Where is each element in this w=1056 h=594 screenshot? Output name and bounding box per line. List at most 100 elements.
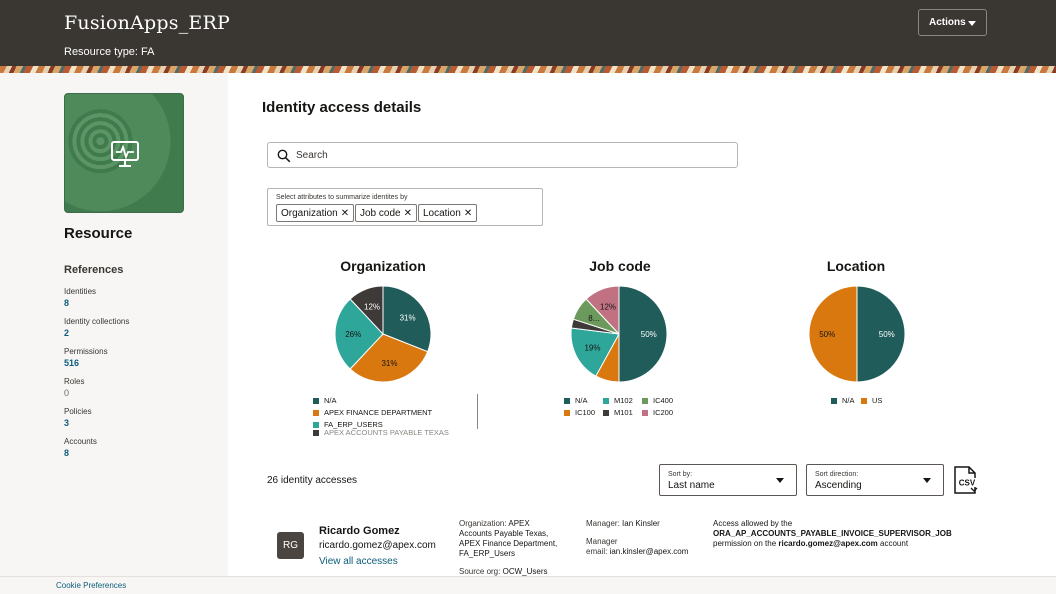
legend-item[interactable]: APEX ACCOUNTS PAYABLE TEXAS: [313, 428, 449, 436]
sort-by-label: Sort by:: [668, 471, 693, 478]
chart-title-job-code: Job code: [589, 258, 651, 274]
app-title: FusionApps_ERP: [64, 12, 230, 34]
legend-label: N/A: [324, 396, 337, 405]
access-line: permission on the: [713, 539, 777, 548]
pie-slice-label: 31%: [381, 359, 397, 368]
access-line: Access allowed by the: [713, 519, 793, 528]
attribute-selector[interactable]: Select attributes to summarize identites…: [267, 188, 543, 226]
caret-down-icon: [776, 478, 784, 483]
ref-value-link[interactable]: 8: [64, 298, 70, 308]
pie-slice[interactable]: [570, 327, 620, 377]
ref-value: 0: [64, 388, 70, 398]
ref-identity-collections: Identity collections 2: [64, 317, 129, 338]
identity-name: Ricardo Gomez: [319, 525, 400, 537]
pie-chart-job-code: 50% 19% 8...12%: [570, 285, 668, 383]
legend-swatch: [642, 397, 648, 404]
source-org-label: Source org:: [459, 567, 501, 576]
legend-item[interactable]: FA_ERP_USERS: [313, 420, 383, 429]
identity-manager: Manager: Ian Kinsler: [586, 519, 660, 529]
legend-label: N/A: [842, 396, 855, 405]
legend-swatch: [313, 421, 319, 428]
identity-source-org: Source org: OCW_Users: [459, 567, 547, 577]
ref-label: Roles: [64, 377, 85, 386]
identity-organization: Organization: APEX Accounts Payable Texa…: [459, 519, 579, 559]
pie-slice[interactable]: [349, 285, 384, 336]
legend-overflow[interactable]: APEX ACCOUNTS PAYABLE TEXAS: [305, 426, 475, 436]
ref-value-link[interactable]: 2: [64, 328, 70, 338]
chip-location: Location ✕: [418, 204, 478, 222]
sort-direction-label: Sort direction:: [815, 471, 859, 478]
legend-swatch: [861, 397, 867, 404]
legend-item[interactable]: IC400: [642, 396, 673, 405]
caret-down-icon: [923, 478, 931, 483]
legend-label: IC100: [575, 408, 596, 417]
organization-label: Organization:: [459, 519, 507, 528]
manager-value: Ian Kinsler: [622, 519, 660, 528]
ref-value-link[interactable]: 8: [64, 448, 70, 458]
source-org-value: OCW_Users: [502, 567, 548, 576]
identity-access-count: 26 identity accesses: [267, 475, 358, 486]
avatar: RG: [277, 532, 304, 559]
legend-item[interactable]: N/A: [313, 396, 337, 405]
ref-permissions: Permissions 516: [64, 347, 108, 368]
search-box[interactable]: [267, 142, 738, 168]
actions-label: Actions: [929, 17, 966, 28]
legend-label: IC400: [653, 396, 674, 405]
sort-direction-select[interactable]: Sort direction: Ascending: [806, 464, 944, 496]
pie-slice-label: 8...: [588, 314, 599, 323]
ref-identities: Identities 8: [64, 287, 96, 308]
resource-type-value: FA: [141, 46, 155, 58]
pie-slice[interactable]: [349, 333, 429, 383]
pie-slice-label: 50%: [819, 330, 835, 339]
remove-chip-icon[interactable]: ✕: [340, 207, 350, 219]
search-icon: [277, 149, 291, 163]
legend-item[interactable]: APEX FINANCE DEPARTMENT: [313, 408, 432, 417]
legend-item[interactable]: IC200: [642, 408, 673, 417]
legend-item[interactable]: M101: [603, 408, 633, 417]
ref-value-link[interactable]: 3: [64, 418, 70, 428]
ref-value-link[interactable]: 516: [64, 358, 80, 368]
sidebar: Resource References Identities 8 Identit…: [0, 73, 228, 576]
ref-label: Policies: [64, 407, 92, 416]
resource-heading: Resource: [64, 225, 133, 242]
chip-label: Organization: [281, 207, 338, 219]
legend-item[interactable]: US: [861, 396, 882, 405]
ref-accounts: Accounts 8: [64, 437, 97, 458]
remove-chip-icon[interactable]: ✕: [403, 207, 412, 219]
pie-slice[interactable]: [808, 285, 858, 383]
pie-slice[interactable]: [585, 285, 620, 336]
ref-policies: Policies 3: [64, 407, 92, 428]
pie-slice[interactable]: [856, 285, 906, 383]
identity-manager-email: Manager email: ian.kinsler@apex.com: [586, 537, 688, 557]
chip-label: Job code: [360, 207, 401, 219]
legend-swatch: [603, 397, 609, 404]
legend-scrollbar[interactable]: [477, 394, 478, 429]
pie-slice-label: 12%: [364, 302, 380, 311]
chip-organization: Organization ✕: [276, 204, 355, 222]
actions-button[interactable]: Actions: [918, 9, 987, 36]
pie-slice-label: 19%: [584, 344, 600, 353]
pie-slice-label: 50%: [641, 330, 657, 339]
legend-item[interactable]: N/A: [564, 396, 588, 405]
chart-title-organization: Organization: [340, 258, 426, 274]
legend-swatch: [642, 409, 648, 416]
pie-slice[interactable]: [382, 285, 432, 353]
legend-label: FA_ERP_USERS: [324, 420, 383, 429]
cookie-preferences-link[interactable]: Cookie Preferences: [56, 581, 127, 590]
legend-item[interactable]: IC100: [564, 408, 595, 417]
identity-email: ricardo.gomez@apex.com: [319, 540, 436, 551]
view-all-accesses-link[interactable]: View all accesses: [319, 556, 398, 567]
legend-item[interactable]: N/A: [831, 396, 855, 405]
pie-slice[interactable]: [618, 285, 668, 383]
legend-item[interactable]: M102: [603, 396, 633, 405]
remove-chip-icon[interactable]: ✕: [463, 207, 473, 219]
pie-slice[interactable]: [334, 298, 384, 370]
references-heading: References: [64, 264, 124, 276]
legend-swatch: [564, 409, 570, 416]
page-title: Identity access details: [262, 99, 422, 116]
search-input[interactable]: [296, 146, 726, 164]
legend-label: APEX FINANCE DEPARTMENT: [324, 408, 433, 417]
csv-download-icon[interactable]: CSV: [952, 466, 978, 494]
organization-line: APEX Finance Department,: [459, 539, 558, 548]
sort-by-select[interactable]: Sort by: Last name: [659, 464, 797, 496]
